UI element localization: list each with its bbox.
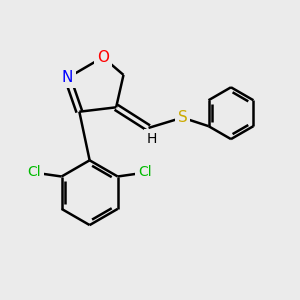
Text: Cl: Cl (28, 165, 41, 179)
Text: O: O (97, 50, 109, 65)
Text: S: S (178, 110, 187, 125)
Text: N: N (62, 70, 73, 86)
Text: H: H (146, 132, 157, 146)
Text: Cl: Cl (138, 165, 152, 179)
